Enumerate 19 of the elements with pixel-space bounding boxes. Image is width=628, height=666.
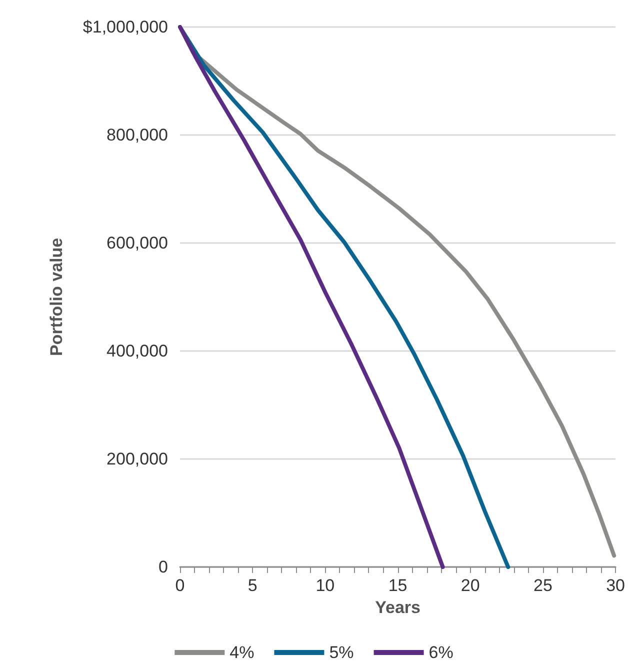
x-tick-label: 30 bbox=[606, 576, 626, 595]
x-tick-label: 20 bbox=[460, 576, 480, 595]
y-axis-title: Portfolio value bbox=[47, 238, 66, 356]
x-tick-label: 10 bbox=[316, 576, 335, 595]
y-tick-label: 800,000 bbox=[106, 126, 168, 144]
y-tick-label: 200,000 bbox=[106, 450, 168, 468]
x-tick-label: 0 bbox=[175, 576, 185, 595]
y-tick-label: $1,000,000 bbox=[82, 18, 168, 36]
legend-label: 4% bbox=[230, 643, 254, 662]
x-tick-label: 25 bbox=[533, 576, 552, 595]
y-tick-label: 600,000 bbox=[106, 234, 168, 252]
legend-label: 6% bbox=[428, 643, 454, 662]
x-tick-label: 5 bbox=[248, 576, 258, 595]
x-axis-title: Years bbox=[375, 598, 420, 617]
line-series bbox=[178, 25, 445, 569]
y-tick-label: 0 bbox=[158, 558, 168, 576]
legend-label: 5% bbox=[329, 643, 354, 662]
y-tick-label: 400,000 bbox=[106, 342, 168, 360]
x-tick-label: 15 bbox=[388, 576, 408, 595]
